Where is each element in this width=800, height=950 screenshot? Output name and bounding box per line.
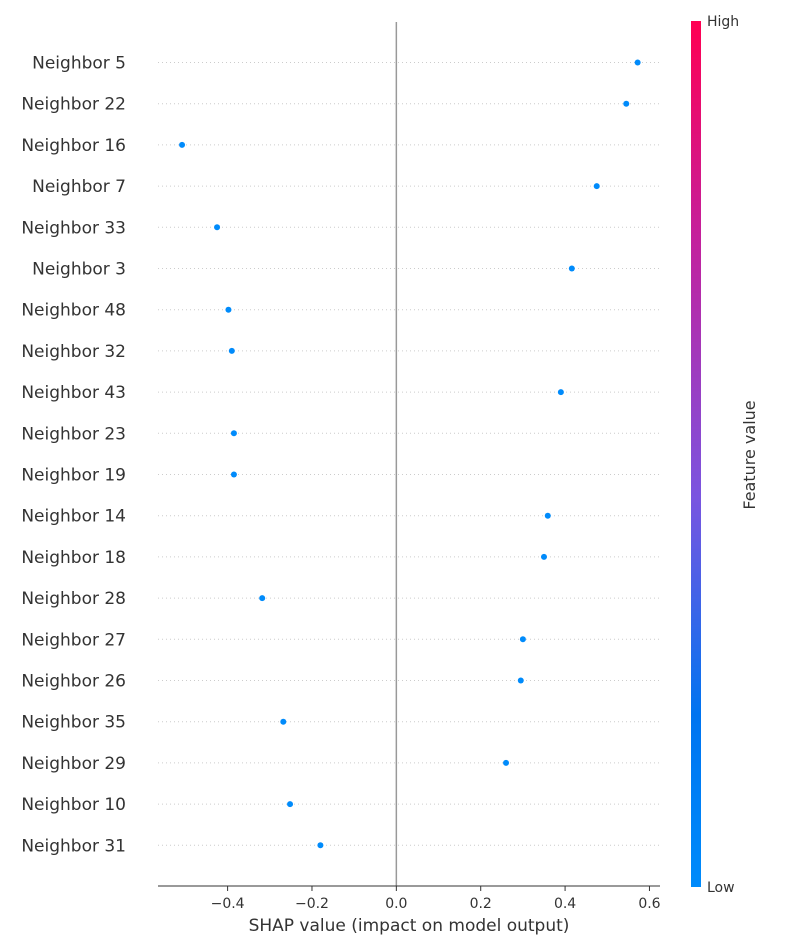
feature-label: Neighbor 14 — [21, 507, 126, 527]
shap-point — [540, 553, 547, 560]
feature-label: Neighbor 35 — [21, 713, 126, 733]
row-grid-lines — [158, 62, 660, 846]
shap-point — [503, 759, 510, 766]
x-tick-label: 0.0 — [385, 896, 407, 912]
shap-point — [225, 306, 232, 313]
feature-label: Neighbor 10 — [21, 795, 126, 815]
colorbar — [691, 21, 701, 887]
colorbar-title: Feature value — [740, 400, 759, 509]
x-tick-label: 0.4 — [554, 896, 576, 912]
shap-point — [317, 842, 324, 849]
shap-point — [214, 224, 221, 231]
feature-label: Neighbor 26 — [21, 672, 126, 692]
shap-point — [634, 59, 641, 66]
shap-point — [287, 801, 294, 808]
shap-point — [230, 471, 237, 478]
feature-label: Neighbor 5 — [32, 54, 126, 74]
shap-point — [517, 677, 524, 684]
feature-label: Neighbor 3 — [32, 260, 126, 280]
shap-point — [544, 512, 551, 519]
x-axis-title: SHAP value (impact on model output) — [249, 916, 570, 936]
x-axis-ticks: −0.4 −0.2 0.0 0.2 0.4 0.6 — [211, 886, 661, 912]
feature-label: Neighbor 29 — [21, 754, 126, 774]
feature-label: Neighbor 27 — [21, 630, 126, 650]
shap-point — [179, 141, 186, 148]
feature-label: Neighbor 31 — [21, 836, 126, 856]
shap-points — [179, 59, 641, 849]
colorbar-low-label: Low — [707, 880, 735, 896]
shap-point — [228, 347, 235, 354]
shap-point — [568, 265, 575, 272]
feature-label: Neighbor 28 — [21, 589, 126, 609]
feature-label: Neighbor 33 — [21, 218, 126, 238]
x-tick-label: −0.4 — [211, 896, 245, 912]
x-tick-label: 0.2 — [470, 896, 492, 912]
x-tick-label: −0.2 — [295, 896, 329, 912]
feature-label: Neighbor 19 — [21, 466, 126, 486]
feature-label: Neighbor 18 — [21, 548, 126, 568]
colorbar-high-label: High — [707, 14, 739, 30]
feature-label: Neighbor 43 — [21, 383, 126, 403]
feature-label: Neighbor 22 — [21, 95, 126, 115]
shap-point — [557, 389, 564, 396]
shap-point — [230, 430, 237, 437]
feature-label: Neighbor 7 — [32, 177, 126, 197]
feature-label: Neighbor 16 — [21, 136, 126, 156]
shap-point — [519, 636, 526, 643]
shap-point — [593, 183, 600, 190]
shap-point — [259, 595, 266, 602]
feature-label: Neighbor 23 — [21, 424, 126, 444]
feature-labels: Neighbor 5 Neighbor 22 Neighbor 16 Neighbor… — [21, 54, 126, 857]
shap-point — [280, 718, 287, 725]
x-tick-label: 0.6 — [638, 896, 660, 912]
feature-label: Neighbor 48 — [21, 301, 126, 321]
shap-point — [623, 100, 630, 107]
feature-label: Neighbor 32 — [21, 342, 126, 362]
